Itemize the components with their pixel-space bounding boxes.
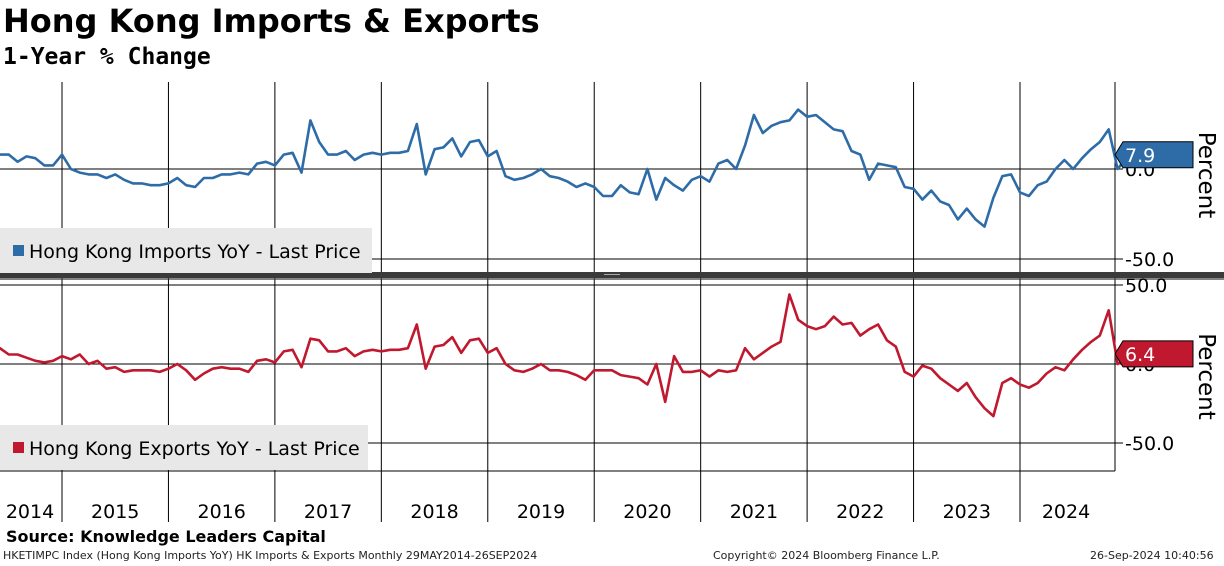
x-tick-label-2016: 2016 — [197, 501, 245, 523]
imports-series-line — [0, 108, 1163, 228]
x-tick-label-2021: 2021 — [730, 501, 778, 523]
exports-last-value-label: 6.4 — [1125, 344, 1155, 366]
exports-legend-box — [0, 425, 368, 470]
source-note: Source: Knowledge Leaders Capital — [6, 527, 326, 546]
imports-last-value-label: 7.9 — [1125, 145, 1155, 167]
chart-title: Hong Kong Imports & Exports — [3, 2, 540, 40]
imports-axis-title: Percent — [1193, 132, 1219, 219]
footer-timestamp: 26-Sep-2024 10:40:56 — [1090, 549, 1214, 562]
footer-copyright: Copyright© 2024 Bloomberg Finance L.P. — [713, 549, 940, 562]
exports-axis-title: Percent — [1193, 333, 1219, 420]
x-tick-label-2018: 2018 — [410, 501, 458, 523]
exports-legend-label: Hong Kong Exports YoY - Last Price — [29, 438, 360, 460]
x-tick-label-2014: 2014 — [6, 501, 54, 523]
imports-legend-label: Hong Kong Imports YoY - Last Price — [29, 241, 361, 263]
x-tick-label-2024: 2024 — [1042, 501, 1090, 523]
chart-subtitle: 1-Year % Change — [3, 44, 211, 70]
x-tick-label-2015: 2015 — [91, 501, 139, 523]
x-tick-label-2017: 2017 — [304, 501, 352, 523]
x-tick-label-2020: 2020 — [623, 501, 671, 523]
exports-last-value-tag — [1114, 340, 1194, 368]
imports-legend-box — [0, 228, 372, 273]
footer-index-info: HKETIMPC Index (Hong Kong Imports YoY) H… — [3, 549, 538, 562]
x-tick-label-2022: 2022 — [836, 501, 884, 523]
exports-legend-swatch — [13, 442, 24, 453]
imports-last-value-tag — [1114, 141, 1194, 169]
imports-legend-swatch — [13, 245, 24, 256]
exports-ytick-label-2: -50.0 — [1125, 433, 1174, 455]
imports-ytick-label-1: -50.0 — [1125, 249, 1174, 271]
x-tick-label-2019: 2019 — [517, 501, 565, 523]
x-tick-label-2023: 2023 — [943, 501, 991, 523]
exports-series-line — [0, 293, 1172, 418]
exports-ytick-label-0: 50.0 — [1125, 275, 1167, 297]
